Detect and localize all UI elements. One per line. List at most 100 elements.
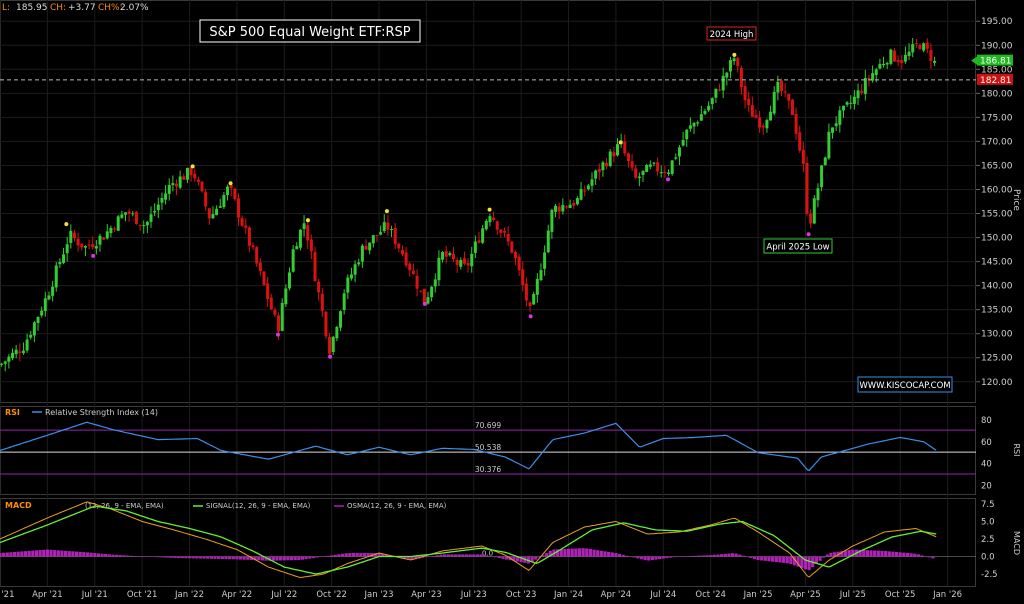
osma-bar	[545, 553, 549, 557]
price-tick-label: 130.00	[981, 330, 1013, 340]
price-candle-body	[922, 43, 926, 51]
osma-bar	[34, 550, 39, 557]
price-candle-body	[379, 232, 383, 235]
quote-chg-value: +3.77	[68, 3, 96, 13]
price-candle-body	[794, 114, 798, 134]
price-candle-body	[309, 239, 313, 252]
price-candle-body	[390, 229, 394, 231]
osma-bar	[220, 556, 224, 560]
price-candle-body	[36, 317, 40, 323]
price-tick-label: 135.00	[981, 306, 1013, 316]
price-candle-body	[189, 167, 193, 176]
price-candle-body	[175, 183, 179, 187]
price-candle-body	[506, 233, 510, 242]
annotation-april-2025-low-text: April 2025 Low	[766, 243, 829, 253]
price-candle-body	[481, 228, 485, 243]
price-candle-body	[386, 222, 390, 230]
price-candle-body	[182, 176, 186, 180]
osma-bar	[891, 551, 895, 557]
osma-bar	[16, 551, 20, 557]
osma-bar	[767, 556, 771, 562]
price-candle-body	[492, 217, 496, 221]
price-tick-label: 170.00	[981, 137, 1013, 147]
osma-bar	[344, 553, 348, 557]
osma-bar	[504, 556, 509, 560]
osma-bar	[428, 556, 432, 558]
price-candle-body	[382, 222, 386, 232]
price-candle-body	[488, 216, 492, 223]
price-candle-body	[849, 102, 853, 104]
time-tick-label: Jan '21	[0, 590, 14, 600]
price-candle-body	[156, 204, 160, 211]
price-candle-body	[863, 77, 867, 94]
osma-bar	[814, 556, 818, 564]
osma-bar	[494, 556, 498, 558]
chart-title-box: S&P 500 Equal Weight ETF:RSP	[199, 19, 421, 43]
swing-low-marker	[91, 253, 96, 258]
price-candle-body	[131, 213, 135, 215]
osma-bar	[785, 556, 789, 564]
price-candle-body	[557, 206, 561, 212]
quote-low-label: L:	[2, 3, 10, 13]
osma-bar	[778, 556, 782, 563]
price-candle-body	[317, 281, 321, 293]
price-candle-body	[623, 141, 627, 154]
osma-bar	[38, 550, 42, 557]
macd-panel-name: MACD	[5, 501, 32, 510]
annotation-2024-high-text: 2024 High	[710, 30, 754, 40]
price-candle-body	[885, 63, 889, 65]
price-candle-body	[707, 105, 711, 111]
osma-bar	[621, 554, 625, 557]
price-candle-body	[914, 43, 918, 45]
price-candle-body	[62, 254, 66, 264]
price-candle-body	[11, 352, 15, 359]
osma-bar	[472, 554, 476, 557]
price-candle-body	[473, 241, 477, 253]
price-candle-body	[721, 75, 725, 91]
osma-bar	[931, 556, 935, 559]
osma-bar	[749, 556, 753, 558]
price-candle-body	[25, 339, 29, 351]
price-candle-body	[251, 245, 255, 248]
osma-bar	[122, 555, 126, 557]
osma-bar	[53, 550, 57, 557]
price-candle-body	[874, 69, 878, 76]
price-candle-body	[451, 253, 455, 260]
osma-bar	[468, 554, 472, 557]
osma-bar	[362, 553, 367, 557]
price-candle-body	[594, 170, 598, 179]
time-tick-label: Jan '23	[364, 590, 394, 600]
osma-bar	[187, 556, 192, 559]
osma-bar	[195, 556, 199, 559]
price-candle-body	[528, 302, 532, 307]
rsi-level-label: 50.538	[475, 443, 501, 452]
osma-bar	[599, 550, 603, 557]
price-candle-body	[185, 167, 189, 180]
price-candle-body	[127, 211, 131, 214]
osma-bar	[541, 555, 545, 557]
osma-bar	[800, 556, 804, 569]
price-candle-body	[820, 165, 824, 188]
price-candle-body	[495, 221, 499, 230]
price-candle-body	[448, 253, 452, 256]
price-tick-label: 150.00	[981, 234, 1013, 244]
osma-bar	[763, 556, 767, 561]
osma-bar	[49, 549, 53, 557]
price-tick-label: 160.00	[981, 185, 1013, 195]
swing-markers	[64, 52, 811, 359]
osma-bar	[880, 550, 884, 557]
price-candle-body	[342, 293, 346, 310]
price-candle-body	[123, 212, 127, 215]
price-candle-body	[32, 322, 36, 336]
osma-bar	[752, 556, 757, 559]
price-candle-body	[554, 205, 558, 212]
macd-tick-label: 0.0	[981, 553, 995, 563]
price-candle-body	[393, 227, 397, 245]
price-candle-body	[295, 246, 299, 250]
osma-bar	[676, 556, 680, 558]
osma-bar	[104, 553, 108, 557]
osma-bar	[402, 556, 407, 559]
price-candle-body	[728, 60, 732, 72]
macd-axis-label: MACD	[1012, 531, 1021, 555]
